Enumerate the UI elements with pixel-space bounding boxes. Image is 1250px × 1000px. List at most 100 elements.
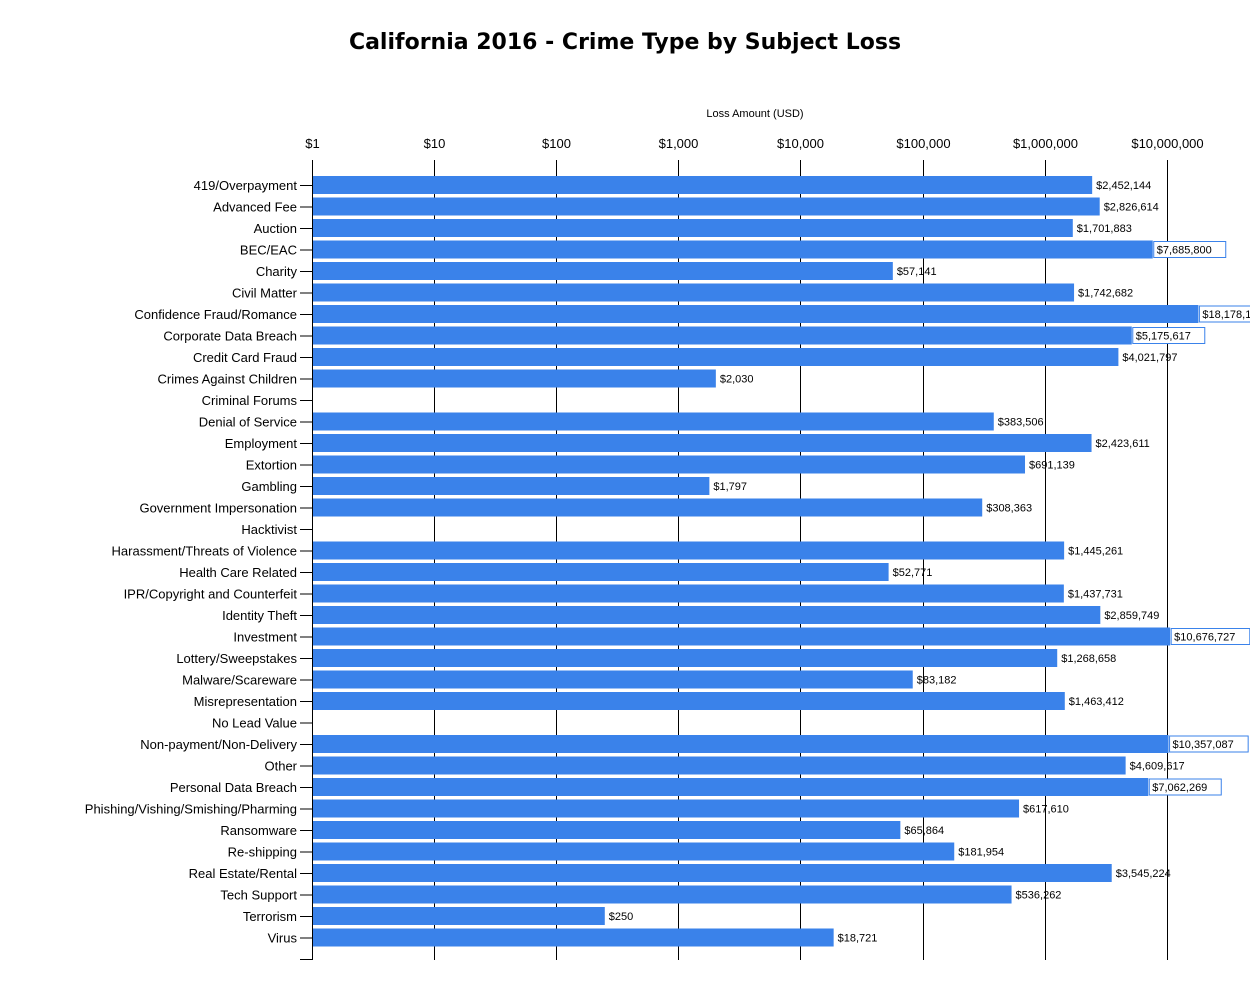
value-label: $18,721 — [838, 933, 878, 945]
bar — [313, 219, 1073, 237]
bar — [313, 305, 1199, 323]
value-label-box — [1132, 327, 1206, 344]
bar — [313, 627, 1171, 646]
value-label: $2,826,614 — [1104, 202, 1159, 214]
bar — [313, 283, 1075, 302]
x-axis-title: Loss Amount (USD) — [706, 108, 803, 120]
x-tick-label: $10 — [424, 136, 446, 151]
bar — [313, 434, 1092, 452]
category-label: Real Estate/Rental — [189, 866, 298, 881]
category-label: Extortion — [246, 458, 297, 473]
category-label: Gambling — [241, 479, 297, 494]
category-label: BEC/EAC — [240, 243, 297, 258]
value-label-box — [1198, 305, 1250, 323]
bar — [313, 326, 1132, 345]
value-label: $2,030 — [720, 374, 754, 386]
bar — [313, 907, 605, 925]
bar — [313, 197, 1100, 216]
value-label: $5,175,617 — [1136, 331, 1191, 343]
x-tick-label: $10,000,000 — [1131, 136, 1203, 151]
category-label: Virus — [268, 931, 298, 946]
category-label: Government Impersonation — [139, 501, 297, 516]
value-label: $1,797 — [713, 481, 747, 493]
category-label: Crimes Against Children — [158, 372, 297, 387]
x-tick-label: $100 — [542, 136, 571, 151]
category-label: Terrorism — [243, 909, 297, 924]
x-tick-label: $10,000 — [777, 136, 824, 151]
value-label: $2,423,611 — [1096, 438, 1150, 450]
value-label-box — [1148, 778, 1222, 796]
category-label: Auction — [254, 221, 297, 236]
bar — [313, 821, 901, 839]
value-label: $383,506 — [998, 417, 1044, 429]
category-label: Hacktivist — [241, 522, 297, 537]
value-label: $65,864 — [904, 825, 944, 837]
bar — [313, 541, 1065, 560]
value-label: $2,859,749 — [1104, 610, 1159, 622]
value-label: $181,954 — [958, 847, 1004, 859]
value-label: $57,141 — [897, 266, 937, 278]
category-label: Employment — [225, 436, 298, 451]
category-label: Phishing/Vishing/Smishing/Pharming — [85, 802, 297, 817]
value-label: $1,445,261 — [1068, 546, 1123, 558]
value-label: $10,676,727 — [1174, 632, 1235, 644]
bar — [313, 799, 1020, 818]
chart-title: California 2016 - Crime Type by Subject … — [348, 30, 902, 55]
bar — [313, 606, 1101, 624]
bar — [313, 584, 1064, 603]
value-label: $691,139 — [1029, 460, 1075, 472]
category-label: Corporate Data Breach — [163, 329, 297, 344]
category-label: Civil Matter — [232, 286, 298, 301]
category-label: No Lead Value — [212, 716, 297, 731]
category-label: Ransomware — [220, 823, 297, 838]
bar — [313, 477, 710, 495]
category-label: Malware/Scareware — [182, 673, 297, 688]
bar — [313, 412, 994, 431]
value-label: $83,182 — [917, 675, 957, 687]
category-label: Credit Card Fraud — [193, 350, 297, 365]
category-label: Charity — [256, 264, 298, 279]
x-tick-label: $100,000 — [896, 136, 950, 151]
bar — [313, 455, 1026, 474]
bar — [313, 498, 983, 517]
bar — [313, 649, 1058, 667]
value-label: $4,609,617 — [1130, 761, 1185, 773]
x-tick-labels: $1 $10 $100 $1,000 $10,000 $100,000 $1,000,000… — [305, 136, 1203, 151]
value-labels: $2,452,144 $2,826,614 $1,701,883 $7,685,800… — [609, 180, 1250, 945]
value-label: $2,452,144 — [1096, 180, 1151, 192]
bar — [313, 756, 1126, 775]
value-label: $1,701,883 — [1077, 223, 1132, 235]
bar — [313, 864, 1112, 882]
bar — [313, 735, 1169, 753]
category-label: Tech Support — [220, 888, 297, 903]
category-label: Identity Theft — [222, 608, 297, 623]
category-label: Investment — [233, 630, 297, 645]
category-label: Denial of Service — [199, 415, 297, 430]
x-tick-label: $1,000 — [659, 136, 699, 151]
bar — [313, 240, 1153, 259]
bar — [313, 692, 1065, 710]
bar — [313, 885, 1012, 904]
value-label: $3,545,224 — [1116, 868, 1171, 880]
category-label: Misrepresentation — [194, 694, 297, 709]
category-label: Non-payment/Non-Delivery — [140, 737, 297, 752]
category-labels: 419/Overpayment Advanced Fee Auction BEC/EA… — [85, 178, 298, 946]
value-label: $536,262 — [1016, 890, 1062, 902]
category-label: Criminal Forums — [202, 393, 298, 408]
category-label: IPR/Copyright and Counterfeit — [124, 587, 298, 602]
value-label: $52,771 — [893, 567, 933, 579]
value-label: $10,357,087 — [1173, 739, 1234, 751]
category-label: 419/Overpayment — [194, 178, 298, 193]
category-label: Health Care Related — [179, 565, 297, 580]
bar — [313, 842, 955, 861]
category-label: Harassment/Threats of Violence — [112, 544, 297, 559]
category-label: Other — [264, 759, 297, 774]
value-label-box — [1153, 241, 1227, 258]
bar — [313, 348, 1119, 366]
category-label: Personal Data Breach — [170, 780, 297, 795]
value-label: $1,742,682 — [1078, 288, 1133, 300]
category-label: Re-shipping — [228, 845, 297, 860]
value-label: $1,437,731 — [1068, 589, 1123, 601]
bar — [313, 778, 1149, 796]
